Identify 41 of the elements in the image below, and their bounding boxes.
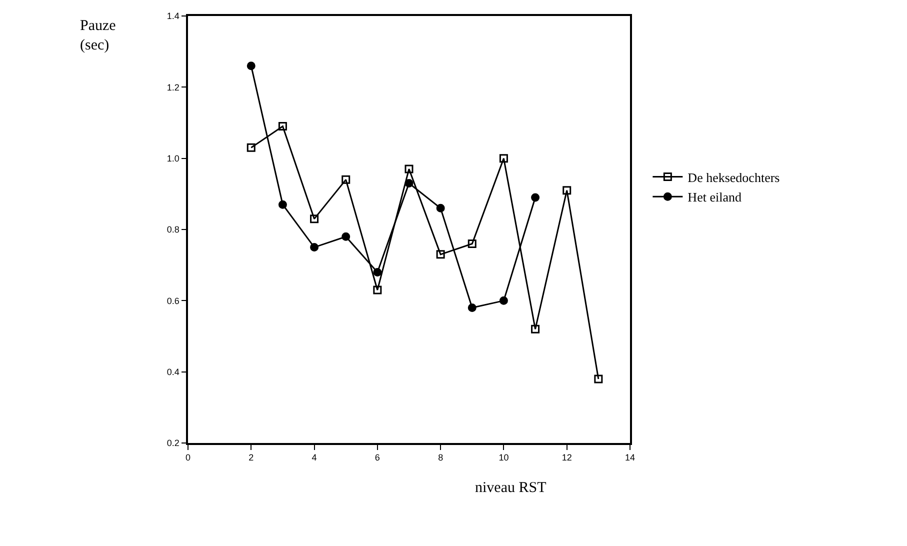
x-tick-label: 8 — [438, 452, 444, 463]
point — [310, 243, 319, 252]
x-tick-label: 0 — [185, 452, 191, 463]
y-tick-label: 0.4 — [166, 366, 180, 377]
point — [531, 324, 540, 334]
point — [436, 204, 445, 212]
point — [278, 200, 287, 209]
point — [246, 143, 256, 152]
point — [373, 268, 382, 276]
y-tick-label: 0.8 — [166, 224, 180, 235]
point — [468, 239, 476, 248]
legend-label: Het eiland — [688, 190, 742, 205]
x-tick-label: 14 — [624, 452, 636, 463]
point — [531, 193, 540, 202]
point — [499, 296, 508, 305]
x-tick-label: 2 — [248, 452, 254, 463]
point — [499, 154, 508, 163]
x-tick-label: 10 — [498, 452, 509, 463]
y-tick-label: 1.2 — [166, 82, 180, 92]
point — [246, 62, 256, 70]
x-tick-label: 4 — [312, 452, 317, 463]
x-tick-label: 12 — [562, 452, 572, 463]
point — [373, 286, 382, 294]
y-tick-label: 1.0 — [166, 153, 180, 164]
point — [342, 175, 350, 184]
point — [562, 186, 572, 195]
point — [310, 214, 319, 224]
y-tick-label: 0.6 — [166, 296, 180, 306]
point — [278, 122, 287, 131]
point — [404, 178, 414, 188]
y-tick-label: 0.2 — [166, 438, 180, 448]
y-axis-title: Pauze (sec) — [80, 18, 116, 54]
point — [594, 374, 603, 384]
y-tick-label: 1.4 — [166, 11, 180, 22]
legend-label: De heksedochters — [688, 170, 780, 185]
point — [468, 304, 476, 312]
point — [342, 232, 350, 241]
x-axis-title: niveau RST — [475, 480, 546, 496]
x-tick-label: 6 — [374, 452, 380, 463]
point — [404, 164, 414, 174]
point — [436, 250, 445, 259]
